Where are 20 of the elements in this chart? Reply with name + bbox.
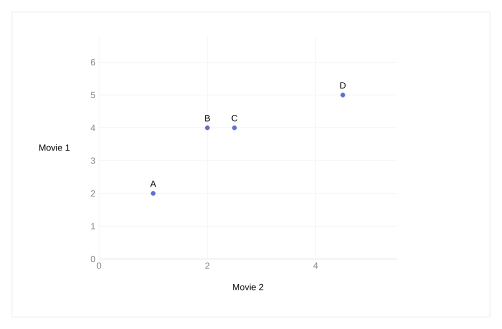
y-tick-label: 5 [90, 92, 96, 98]
y-tick-label: 0 [90, 256, 96, 262]
point [204, 125, 210, 130]
annotation: B [205, 115, 210, 122]
y-tick-label: 4 [90, 124, 96, 131]
y-tick-label: 6 [90, 59, 96, 66]
annotation: D [340, 82, 346, 89]
y-tick-label: 3 [90, 157, 96, 164]
point [150, 191, 156, 196]
point [340, 92, 346, 98]
x-axis-title: Movie 2 [233, 284, 264, 290]
annotation: A [150, 180, 156, 187]
x-tick-label: 4 [313, 262, 318, 269]
annotation: C [232, 114, 238, 122]
y-tick-label: 1 [91, 223, 96, 230]
y-axis-title: Movie 1 [39, 144, 70, 151]
point [232, 125, 237, 130]
x-tick-label: 2 [205, 262, 210, 269]
x-tick-label: 0 [96, 262, 102, 269]
y-tick-label: 2 [90, 190, 96, 197]
